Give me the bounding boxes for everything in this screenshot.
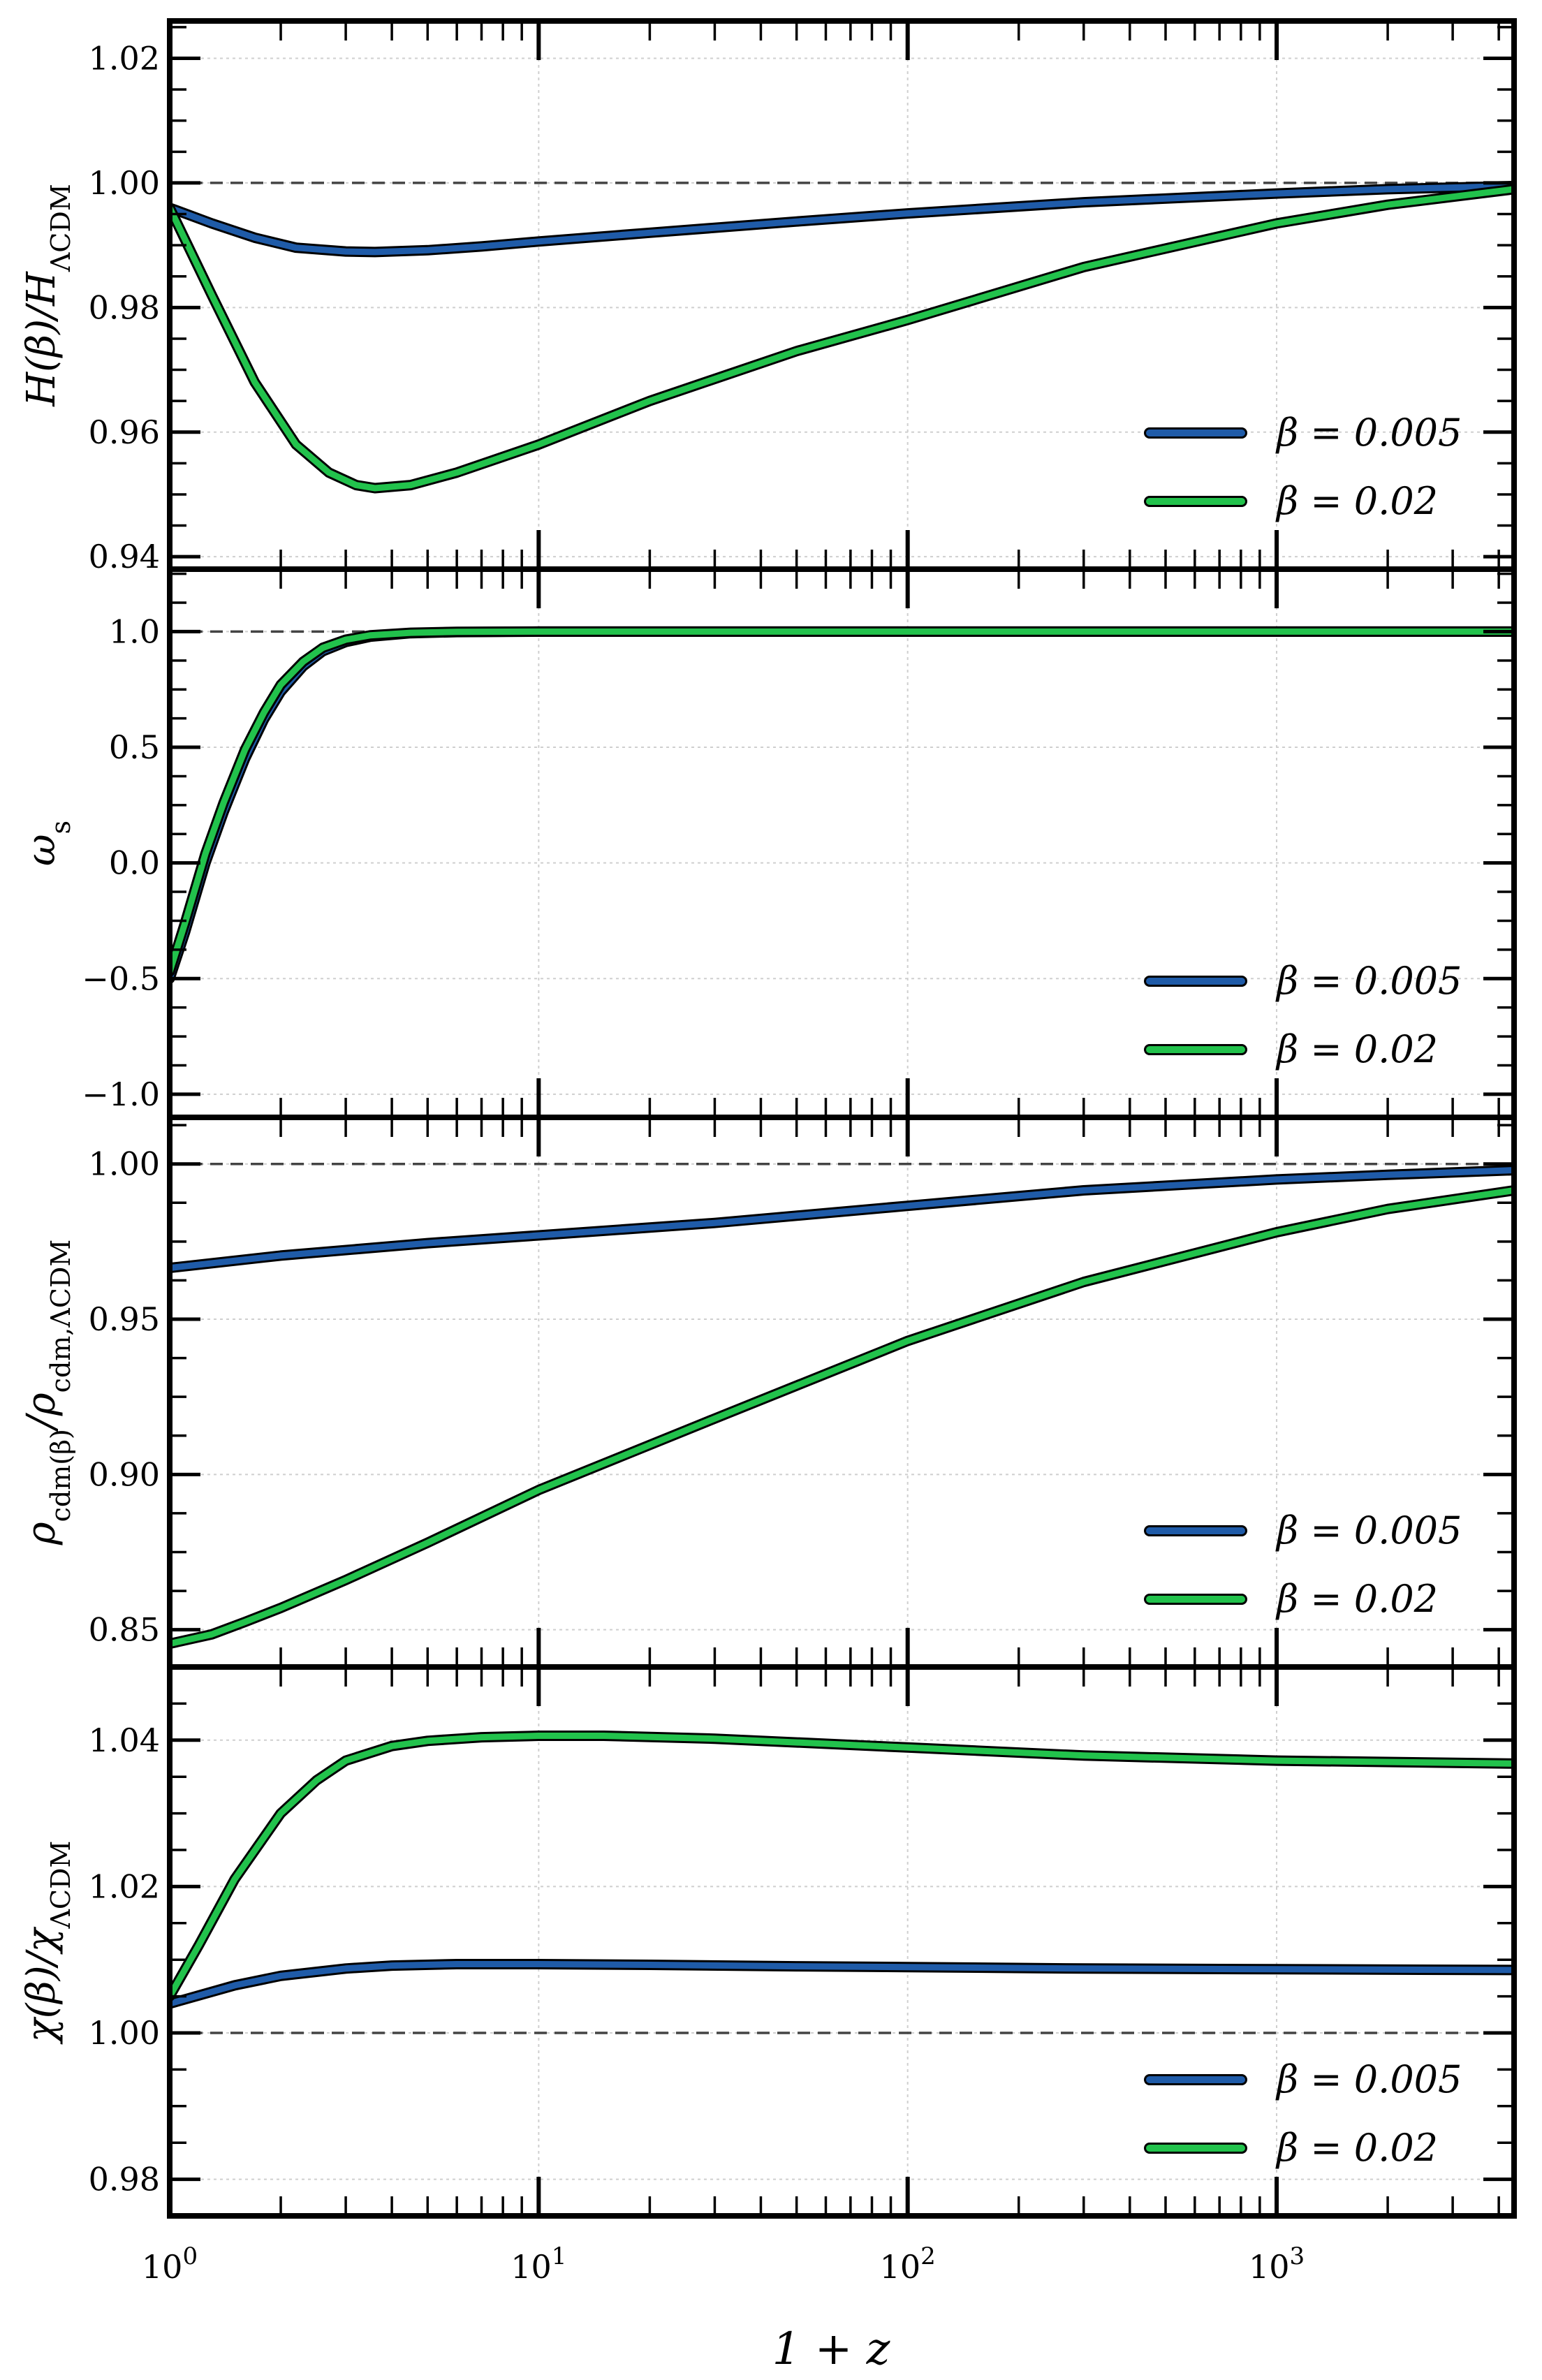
y-tick-label: 1.02 [89, 40, 160, 78]
legend-label: β = 0.005 [1275, 959, 1462, 1003]
y-tick-label: 1.00 [89, 164, 160, 202]
series-line-2 [170, 1187, 1514, 1647]
y-tick-label: −1.0 [82, 1075, 160, 1113]
y-tick-label: 0.98 [89, 2161, 160, 2198]
y-axis-label: H(β)/HΛCDM [19, 184, 76, 407]
axes-frame [167, 1664, 1517, 2219]
series-line-2 [170, 186, 1514, 492]
legend-label: β = 0.005 [1275, 411, 1462, 455]
panel-2: −1.0 −0.5 0.0 0.5 1.0 ωs β = 0.005 β = 0.02 [19, 566, 1517, 1120]
y-tick-label: 0.96 [89, 413, 160, 451]
y-axis-label: χ(β)/χΛCDM [19, 1841, 76, 2045]
y-tick-label: 0.98 [89, 288, 160, 326]
legend: β = 0.005 β = 0.02 [1144, 959, 1462, 1071]
y-tick-label: 0.90 [89, 1455, 160, 1493]
legend-label: β = 0.005 [1275, 1508, 1462, 1552]
legend: β = 0.005 β = 0.02 [1144, 1508, 1462, 1621]
y-tick-label: 0.85 [89, 1611, 160, 1649]
legend: β = 0.005 β = 0.02 [1144, 411, 1462, 523]
series-group [170, 1165, 1514, 1650]
series-group [170, 180, 1514, 494]
legend: β = 0.005 β = 0.02 [1144, 2057, 1462, 2170]
panel-3: 0.85 0.90 0.95 1.00 ρcdm(β)/ρcdm,ΛCDM β = 0.0… [19, 1115, 1517, 1670]
y-tick-label: 1.00 [89, 2014, 160, 2052]
y-tick-label: 0.95 [89, 1300, 160, 1338]
y-tick-label: 1.02 [89, 1867, 160, 1905]
series-line-2 [170, 628, 1514, 975]
series-line-1 [170, 1961, 1514, 2007]
series-group [170, 626, 1514, 984]
legend-label: β = 0.02 [1275, 2126, 1438, 2170]
y-tick-label: −0.5 [82, 960, 160, 997]
series-group [170, 1731, 1514, 2009]
x-axis-tick-labels: 100 101 102 103 [142, 2242, 1305, 2286]
series-line-1 [170, 1167, 1514, 1272]
x-tick-label: 103 [1249, 2242, 1305, 2286]
legend-label: β = 0.02 [1275, 1027, 1438, 1071]
y-tick-label: 0.0 [109, 844, 160, 882]
x-axis-label: 1 + z [772, 2323, 891, 2375]
series-line-1 [170, 182, 1514, 256]
y-axis-label: ρcdm(β)/ρcdm,ΛCDM [19, 1240, 76, 1546]
y-tick-label: 1.00 [89, 1145, 160, 1183]
y-tick-label: 0.5 [109, 728, 160, 766]
x-tick-label: 102 [880, 2242, 936, 2286]
y-tick-label: 0.94 [89, 538, 160, 575]
x-tick-label: 100 [142, 2242, 198, 2286]
y-tick-label: 1.04 [89, 1721, 160, 1759]
legend-label: β = 0.02 [1275, 479, 1438, 523]
y-axis-label: ωs [19, 821, 76, 866]
legend-label: β = 0.005 [1275, 2057, 1462, 2101]
ticks [168, 1117, 1514, 1667]
y-tick-label: 1.0 [109, 612, 160, 650]
legend-label: β = 0.02 [1275, 1577, 1438, 1621]
x-tick-label: 101 [511, 2242, 566, 2286]
series-line-2 [170, 1733, 1514, 2000]
